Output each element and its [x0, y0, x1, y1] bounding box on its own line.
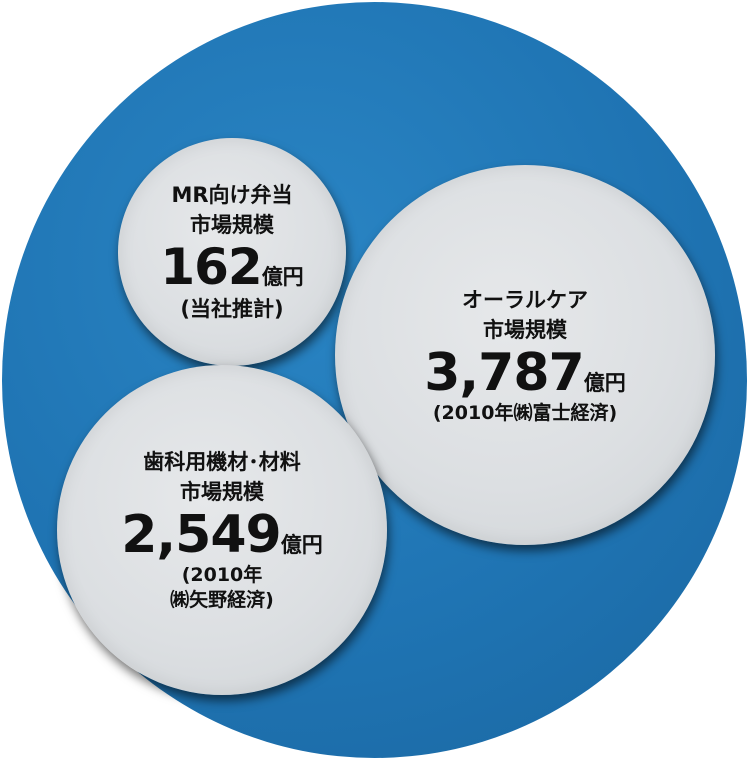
bubble-subtitle: 市場規模 — [180, 480, 264, 504]
bubble-unit: 億円 — [583, 370, 626, 395]
bubble-unit: 億円 — [280, 533, 323, 557]
bubble-value-row: 2,549億円 — [121, 509, 322, 561]
bubble-value-row: 3,787億円 — [424, 347, 625, 399]
bubble-subtitle: 市場規模 — [190, 213, 274, 237]
bubble-note: (当社推計) — [180, 297, 284, 321]
bubble-title: オーラルケア — [462, 287, 588, 312]
bubble-note-line1: (2010年 — [181, 564, 263, 586]
bubble-title: 歯科用機材･材料 — [143, 450, 301, 474]
bubble-title: MR向け弁当 — [171, 183, 293, 207]
bubble-note-line2: ㈱矢野経済) — [170, 589, 274, 611]
bubble-unit: 億円 — [261, 265, 304, 289]
bubble-value: 3,787 — [424, 342, 584, 403]
bubble-subtitle: 市場規模 — [483, 317, 567, 342]
bubble-value-row: 162億円 — [160, 242, 303, 292]
bubble-dental-materials: 歯科用機材･材料 市場規模 2,549億円 (2010年 ㈱矢野経済) — [57, 365, 387, 695]
bubble-mr-bento: MR向け弁当 市場規模 162億円 (当社推計) — [118, 138, 346, 366]
bubble-note: (2010年㈱富士経済) — [432, 401, 618, 424]
bubble-value: 2,549 — [121, 505, 281, 565]
bubble-value: 162 — [160, 238, 262, 296]
bubble-oral-care: オーラルケア 市場規模 3,787億円 (2010年㈱富士経済) — [335, 165, 715, 545]
